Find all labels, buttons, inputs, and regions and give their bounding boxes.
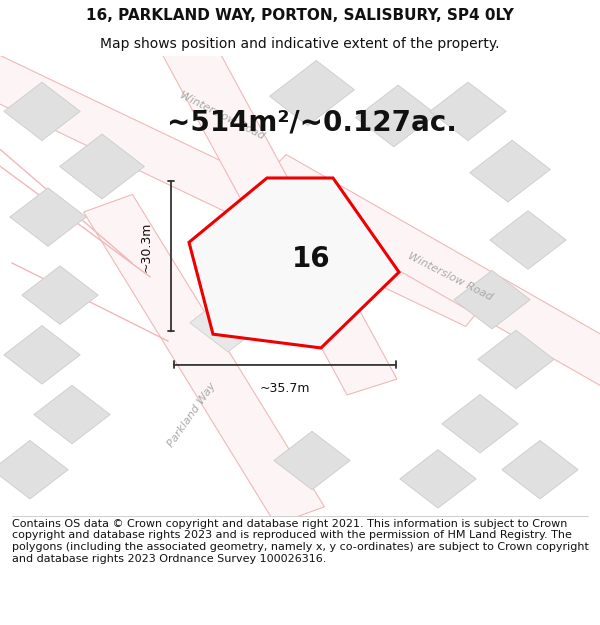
Polygon shape: [22, 266, 98, 324]
Polygon shape: [4, 326, 80, 384]
Polygon shape: [4, 82, 80, 141]
Polygon shape: [442, 394, 518, 453]
Polygon shape: [356, 85, 436, 147]
Polygon shape: [34, 386, 110, 444]
Polygon shape: [254, 154, 600, 404]
Polygon shape: [502, 441, 578, 499]
Text: 16: 16: [292, 245, 331, 272]
Polygon shape: [274, 431, 350, 490]
Text: Map shows position and indicative extent of the property.: Map shows position and indicative extent…: [100, 37, 500, 51]
Polygon shape: [59, 134, 145, 199]
Polygon shape: [400, 449, 476, 508]
Polygon shape: [83, 194, 325, 524]
Text: 16, PARKLAND WAY, PORTON, SALISBURY, SP4 0LY: 16, PARKLAND WAY, PORTON, SALISBURY, SP4…: [86, 8, 514, 23]
Text: Contains OS data © Crown copyright and database right 2021. This information is : Contains OS data © Crown copyright and d…: [12, 519, 589, 564]
Polygon shape: [470, 140, 550, 202]
Polygon shape: [202, 211, 278, 269]
Polygon shape: [0, 48, 494, 326]
Text: Winterslow Road: Winterslow Road: [406, 251, 494, 302]
Polygon shape: [490, 211, 566, 269]
Polygon shape: [10, 188, 86, 246]
Text: Parkland Way: Parkland Way: [256, 206, 308, 274]
Polygon shape: [0, 441, 68, 499]
Polygon shape: [269, 61, 355, 126]
Text: Parkland Way: Parkland Way: [166, 381, 218, 449]
Text: ~30.3m: ~30.3m: [139, 222, 152, 272]
Polygon shape: [454, 271, 530, 329]
Polygon shape: [430, 82, 506, 141]
Text: ~514m²/~0.127ac.: ~514m²/~0.127ac.: [167, 109, 457, 137]
Polygon shape: [478, 330, 554, 389]
Polygon shape: [189, 178, 399, 348]
Text: Winterslow Road: Winterslow Road: [178, 90, 266, 142]
Polygon shape: [190, 294, 266, 352]
Polygon shape: [155, 26, 397, 395]
Text: ~35.7m: ~35.7m: [260, 382, 310, 396]
